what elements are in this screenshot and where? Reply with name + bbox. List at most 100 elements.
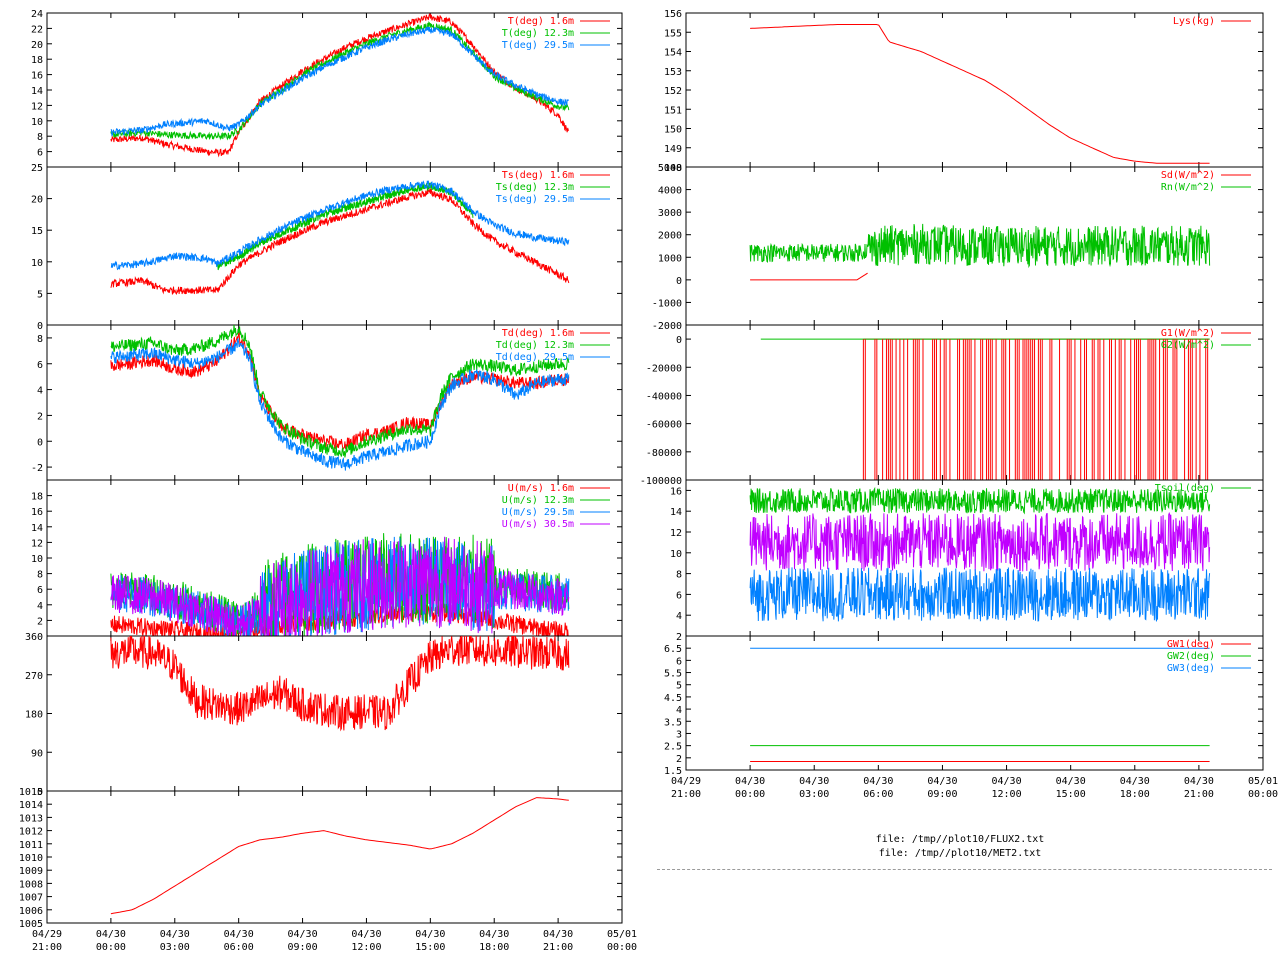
y-tick-label: 0 <box>37 437 43 448</box>
y-tick-label: 6 <box>676 656 682 667</box>
y-tick-label: 20 <box>31 40 43 51</box>
x-tick-time: 00:00 <box>96 942 126 953</box>
y-tick-label: 2 <box>37 411 43 422</box>
legend-label: T(deg) 1.6m <box>508 16 574 27</box>
y-tick-label: 6 <box>676 590 682 601</box>
x-tick-time: 15:00 <box>415 942 445 953</box>
y-tick-label: 148 <box>664 163 682 174</box>
x-tick-date: 04/30 <box>479 929 509 940</box>
panel-groundwater: 6.565.554.543.532.521.5GW1(deg)GW2(deg)G… <box>664 635 1278 800</box>
y-tick-label: 25 <box>31 163 43 174</box>
x-tick-time: 21:00 <box>32 942 62 953</box>
y-tick-label: 149 <box>664 144 682 155</box>
y-tick-label: 1009 <box>19 866 43 877</box>
legend-label: Rn(W/m^2) <box>1161 182 1215 193</box>
y-tick-label: 8 <box>37 570 43 581</box>
x-tick-date: 04/30 <box>927 776 957 787</box>
file-line: file: /tmp//plot10/MET2.txt <box>878 848 1042 859</box>
y-tick-label: 1005 <box>19 919 43 930</box>
x-tick-time: 18:00 <box>1120 789 1150 800</box>
y-tick-label: 18 <box>31 492 43 503</box>
y-tick-label: 15 <box>31 226 43 237</box>
y-tick-label: 3 <box>676 729 682 740</box>
panel-lysimeter: 156 155 154 153 152 151 150 149 148 Lys(kg) <box>664 9 1264 174</box>
x-tick-time: 00:00 <box>1248 789 1278 800</box>
x-tick-time: 06:00 <box>863 789 893 800</box>
legend-label: T(deg) 12.3m <box>502 28 574 39</box>
y-tick-label: 1013 <box>19 813 43 824</box>
y-tick-label: -20000 <box>646 363 682 374</box>
plot-area <box>110 797 569 915</box>
series-line-td-deg-29-5m <box>110 337 570 471</box>
y-tick-label: 4 <box>676 705 682 716</box>
y-tick-label: 6 <box>37 148 43 159</box>
x-tick-date: 04/30 <box>863 776 893 787</box>
y-tick-label: 0 <box>676 335 682 346</box>
series-line-unnamed <box>110 636 570 732</box>
legend-label: T(deg) 29.5m <box>502 40 574 51</box>
x-tick-date: 04/30 <box>415 929 445 940</box>
legend-label: Tsoil(deg) <box>1155 483 1215 494</box>
y-tick-label: 156 <box>664 9 682 20</box>
y-tick-label: 6.5 <box>664 644 682 655</box>
y-tick-label: 2 <box>676 632 682 643</box>
y-tick-label: 0 <box>37 321 43 332</box>
y-tick-label: 1014 <box>19 800 43 811</box>
y-tick-label: 5 <box>676 681 682 692</box>
panel-temperature: 24 22 20 18 16 14 12 10 8 6 T(deg) 1.6mT(deg) 12.3… <box>31 9 623 168</box>
plot-area <box>110 13 570 158</box>
y-tick-label: 152 <box>664 86 682 97</box>
y-tick-label: 1015 <box>19 787 43 798</box>
y-tick-label: 0 <box>676 276 682 287</box>
y-tick-label: 8 <box>37 334 43 345</box>
y-tick-label: 8 <box>676 570 682 581</box>
plot-area <box>110 325 570 471</box>
panel-soil-heat-flux: 0 -20000 -40000 -60000 -80000 -100000 G1(W/m^2… <box>640 324 1264 487</box>
y-tick-label: 3.5 <box>664 717 682 728</box>
series-line-tsoil-deg- <box>749 486 1211 515</box>
legend-label: Ts(deg) 29.5m <box>496 194 574 205</box>
series-line-lys-kg- <box>750 24 1210 164</box>
y-tick-label: 1011 <box>19 840 43 851</box>
series-line-unnamed <box>749 567 1211 622</box>
plot-area <box>760 338 1210 480</box>
y-tick-label: 10 <box>31 554 43 565</box>
series-line-rn-w-m-2- <box>749 223 1211 269</box>
series-line-sd-w-m-2- <box>750 272 868 281</box>
series-line-unnamed <box>110 797 569 915</box>
panel-frame <box>46 790 623 924</box>
file-list: file: /tmp//plot10/FLUX2.txt file: /tmp/… <box>780 833 1140 861</box>
series-line-u-m-s-30-5m <box>110 536 570 636</box>
y-tick-label: 12 <box>31 101 43 112</box>
panel-frame <box>685 12 1264 168</box>
legend-label: GW3(deg) <box>1167 663 1215 674</box>
y-tick-label: -2000 <box>652 321 682 332</box>
legend-label: GW1(deg) <box>1167 639 1215 650</box>
y-tick-label: -80000 <box>646 448 682 459</box>
x-tick-date: 05/01 <box>1248 776 1278 787</box>
x-tick-time: 03:00 <box>799 789 829 800</box>
plot-area <box>110 533 570 636</box>
y-tick-label: 153 <box>664 67 682 78</box>
y-tick-label: 1012 <box>19 827 43 838</box>
y-tick-label: 1008 <box>19 879 43 890</box>
x-tick-date: 04/30 <box>1056 776 1086 787</box>
x-tick-date: 04/30 <box>224 929 254 940</box>
legend-label: GW2(deg) <box>1167 651 1215 662</box>
x-tick-time: 00:00 <box>607 942 637 953</box>
y-tick-label: 20 <box>31 195 43 206</box>
y-tick-label: 1000 <box>658 253 682 264</box>
y-tick-label: -60000 <box>646 420 682 431</box>
plot-area <box>749 223 1211 281</box>
y-tick-label: 2 <box>37 616 43 627</box>
x-tick-time: 15:00 <box>1056 789 1086 800</box>
y-tick-label: 4.5 <box>664 693 682 704</box>
legend-label: Td(deg) 29.5m <box>496 352 574 363</box>
x-tick-date: 04/30 <box>1120 776 1150 787</box>
legend-label: G2(W/m^2) <box>1161 340 1215 351</box>
y-tick-label: 90 <box>31 748 43 759</box>
y-tick-label: 1.5 <box>664 766 682 777</box>
x-tick-date: 04/30 <box>160 929 190 940</box>
y-tick-label: 10 <box>670 549 682 560</box>
